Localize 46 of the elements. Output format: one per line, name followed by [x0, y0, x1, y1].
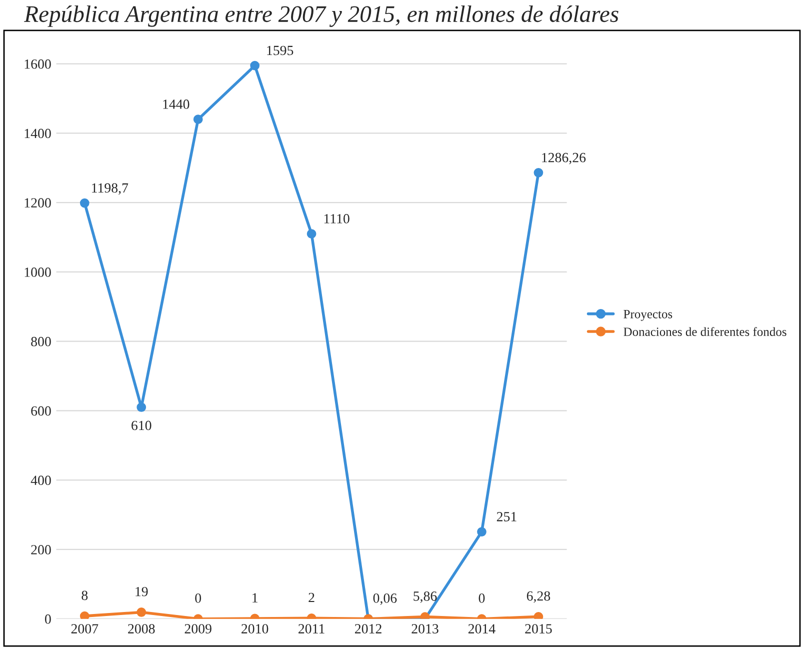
- data-label: 19: [136, 586, 148, 596]
- y-tick-label: 1000: [24, 268, 51, 277]
- chart-title: República Argentina entre 2007 y 2015, en millones de dólares: [24, 5, 618, 27]
- x-tick-label: 2008: [128, 624, 155, 634]
- x-tick-label: 2010: [242, 624, 268, 634]
- data-label: 1595: [267, 46, 294, 56]
- data-label: 1440: [163, 100, 190, 109]
- data-label: 8: [82, 590, 88, 600]
- point: [250, 60, 260, 70]
- x-tick-label: 2014: [468, 624, 496, 634]
- data-label: 2: [308, 592, 314, 602]
- data-label: 0: [478, 594, 485, 603]
- data-label: 1: [252, 593, 258, 602]
- data-label: 0,06: [373, 593, 397, 605]
- legend-label: Proyectos: [624, 310, 672, 321]
- point: [80, 611, 90, 619]
- y-tick-label: 1400: [24, 128, 51, 138]
- data-label: 1110: [324, 214, 350, 224]
- point: [80, 198, 90, 208]
- data-label: 1286,26: [542, 152, 586, 164]
- x-tick-label: 2015: [525, 624, 552, 634]
- point: [534, 612, 544, 619]
- y-tick-label: 1200: [24, 198, 51, 208]
- data-label: 610: [132, 420, 152, 430]
- y-tick-label: 600: [31, 406, 51, 416]
- y-tick-label: 800: [31, 336, 51, 346]
- y-tick-label: 200: [31, 545, 51, 554]
- data-label: 5,86: [414, 591, 437, 603]
- y-tick-label: 1600: [24, 59, 51, 69]
- x-tick-label: 2012: [355, 624, 382, 634]
- point: [534, 168, 544, 178]
- point: [136, 402, 146, 412]
- data-label: 0: [195, 594, 202, 603]
- x-tick-label: 2013: [412, 624, 438, 634]
- y-tick-label: 0: [45, 614, 51, 624]
- point: [477, 527, 486, 536]
- y-tick-label: 400: [30, 476, 51, 486]
- point: [193, 114, 203, 124]
- x-tick-label: 2007: [71, 624, 98, 634]
- x-tick-label: 2009: [184, 624, 212, 634]
- data-label: 6,28: [526, 591, 550, 603]
- data-label: 251: [496, 512, 516, 522]
- x-tick-label: 2011: [298, 624, 324, 634]
- legend-label: Donaciones de diferentes fondos: [624, 327, 786, 336]
- data-label: 1198,7: [92, 183, 128, 195]
- point: [306, 229, 316, 238]
